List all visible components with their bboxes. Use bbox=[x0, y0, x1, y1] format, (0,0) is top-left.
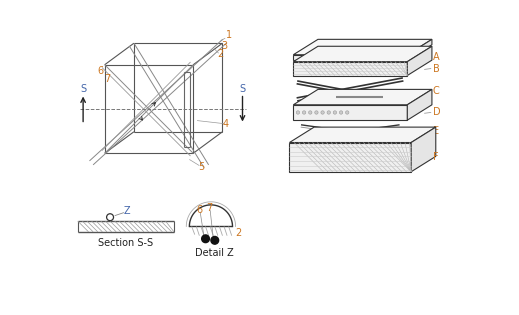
Text: B: B bbox=[433, 64, 440, 74]
Text: F: F bbox=[433, 152, 439, 162]
Text: 3: 3 bbox=[221, 41, 227, 50]
Text: D: D bbox=[433, 107, 440, 117]
Polygon shape bbox=[293, 89, 432, 105]
Text: Z: Z bbox=[124, 206, 130, 216]
Circle shape bbox=[211, 237, 218, 244]
Text: S: S bbox=[239, 84, 245, 94]
Circle shape bbox=[315, 111, 318, 114]
Circle shape bbox=[346, 111, 349, 114]
Circle shape bbox=[321, 111, 324, 114]
Polygon shape bbox=[290, 127, 436, 142]
Text: C: C bbox=[433, 86, 440, 96]
Polygon shape bbox=[293, 62, 407, 76]
Polygon shape bbox=[293, 39, 432, 55]
Text: 6: 6 bbox=[98, 66, 104, 76]
Circle shape bbox=[303, 111, 306, 114]
Polygon shape bbox=[290, 142, 411, 172]
Text: 6: 6 bbox=[196, 204, 202, 215]
Text: 1: 1 bbox=[226, 31, 231, 41]
Polygon shape bbox=[411, 127, 436, 172]
Text: 2: 2 bbox=[236, 228, 242, 238]
Text: 4: 4 bbox=[223, 119, 229, 129]
Circle shape bbox=[327, 111, 331, 114]
Text: 7: 7 bbox=[206, 203, 212, 213]
Circle shape bbox=[202, 235, 209, 243]
Text: E: E bbox=[433, 126, 439, 136]
Text: A: A bbox=[433, 52, 439, 62]
Polygon shape bbox=[407, 46, 432, 76]
Circle shape bbox=[339, 111, 343, 114]
Polygon shape bbox=[293, 105, 407, 120]
Polygon shape bbox=[407, 89, 432, 120]
Text: Detail Z: Detail Z bbox=[195, 249, 234, 258]
Circle shape bbox=[333, 111, 337, 114]
Text: 5: 5 bbox=[198, 162, 204, 172]
Text: 2: 2 bbox=[217, 49, 223, 59]
Circle shape bbox=[309, 111, 312, 114]
Polygon shape bbox=[293, 46, 432, 62]
Circle shape bbox=[296, 111, 299, 114]
Polygon shape bbox=[407, 39, 432, 60]
Text: Section S-S: Section S-S bbox=[98, 238, 154, 248]
Text: S: S bbox=[80, 84, 86, 94]
Text: 7: 7 bbox=[105, 74, 111, 83]
Polygon shape bbox=[293, 55, 407, 60]
